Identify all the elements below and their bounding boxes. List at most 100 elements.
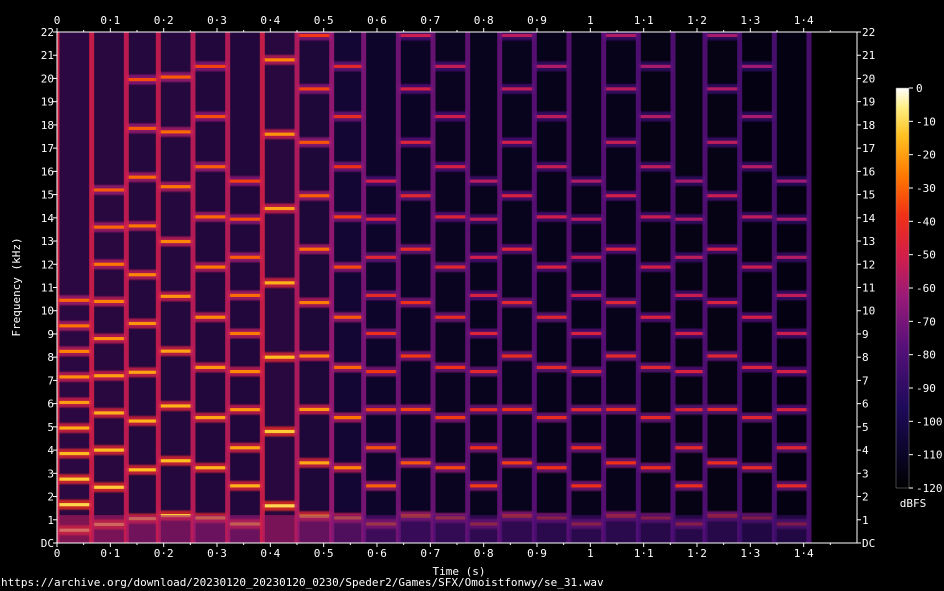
- low-energy: [638, 515, 673, 543]
- harmonic-band: [739, 365, 775, 370]
- harmonic-band: [638, 415, 673, 420]
- harmonic-band: [398, 247, 433, 251]
- harmonic-band: [774, 293, 809, 297]
- harmonic-band: [158, 459, 193, 463]
- harmonic-band: [603, 140, 639, 144]
- harmonic-band: [57, 426, 92, 430]
- harmonic-band: [193, 466, 228, 470]
- low-energy: [398, 515, 433, 543]
- harmonic-band: [569, 408, 604, 412]
- harmonic-band: [467, 293, 500, 297]
- harmonic-band: [467, 179, 500, 183]
- x-tick-label: 1·4: [794, 14, 814, 27]
- low-energy: [774, 515, 809, 543]
- harmonic-band: [499, 140, 535, 144]
- y-tick-label: 12: [862, 258, 875, 271]
- harmonic-band: [398, 33, 433, 38]
- colorbar-tick-label: -50: [916, 249, 936, 262]
- transient-line: [566, 32, 572, 543]
- source-url: https://archive.org/download/20230120_20…: [1, 576, 604, 589]
- x-tick-label: 0·8: [474, 14, 494, 27]
- harmonic-band: [262, 132, 297, 136]
- low-energy: [262, 515, 297, 543]
- harmonic-band: [603, 354, 639, 358]
- y-tick-label: 13: [41, 235, 54, 248]
- harmonic-band: [499, 407, 535, 412]
- x-tick-label: 0·6: [367, 14, 387, 27]
- x-tick-label: 1·3: [740, 14, 760, 27]
- segment-haze: [126, 32, 159, 543]
- harmonic-band: [158, 130, 193, 134]
- transient-line: [531, 32, 537, 543]
- colorbar-label: dBFS: [900, 497, 927, 510]
- low-energy: [158, 515, 193, 543]
- low-energy: [534, 515, 569, 543]
- harmonic-band: [91, 485, 127, 489]
- harmonic-band: [569, 293, 604, 297]
- harmonic-band: [331, 114, 364, 119]
- harmonic-band: [433, 215, 468, 219]
- colorbar-tick-label: 0: [916, 82, 923, 95]
- harmonic-band: [193, 165, 228, 169]
- x-tick-label: 1·1: [634, 547, 654, 560]
- y-tick-label: 1: [862, 514, 869, 527]
- harmonic-band: [158, 185, 193, 189]
- low-energy: [569, 515, 604, 543]
- harmonic-band: [398, 300, 433, 305]
- transient-line: [294, 32, 300, 543]
- harmonic-band: [126, 175, 159, 179]
- harmonic-band: [126, 273, 159, 277]
- harmonic-band: [158, 75, 193, 79]
- harmonic-band: [331, 315, 364, 319]
- harmonic-band: [638, 466, 673, 470]
- harmonic-band: [262, 355, 297, 359]
- harmonic-band: [91, 262, 127, 266]
- x-tick-label: 1·3: [740, 547, 760, 560]
- harmonic-band: [673, 331, 705, 336]
- harmonic-band: [467, 217, 500, 221]
- transient-line: [806, 32, 812, 543]
- harmonic-band: [193, 415, 228, 420]
- harmonic-band: [398, 407, 433, 412]
- segment-haze: [158, 32, 193, 543]
- harmonic-band: [331, 415, 364, 420]
- harmonic-band: [227, 217, 263, 221]
- harmonic-band: [227, 408, 263, 412]
- x-tick-label: 0·3: [207, 547, 227, 560]
- harmonic-band: [297, 354, 332, 358]
- harmonic-band: [57, 477, 92, 481]
- harmonic-band: [331, 365, 364, 370]
- harmonic-band: [398, 87, 433, 91]
- low-energy: [57, 515, 92, 543]
- y-tick-label: 2: [862, 491, 869, 504]
- harmonic-band: [534, 64, 569, 68]
- harmonic-band: [534, 265, 569, 269]
- harmonic-band: [91, 448, 127, 452]
- harmonic-band: [126, 78, 159, 82]
- harmonic-band: [57, 375, 92, 379]
- y-tick-label: 15: [41, 189, 54, 202]
- harmonic-band: [569, 255, 604, 259]
- harmonic-band: [499, 247, 535, 251]
- x-tick-label: 0·1: [100, 14, 120, 27]
- harmonic-band: [774, 217, 809, 221]
- x-tick-label: 0: [54, 14, 61, 27]
- harmonic-band: [126, 126, 159, 130]
- harmonic-band: [126, 468, 159, 472]
- segment-haze: [398, 32, 433, 543]
- y-tick-label: 12: [41, 258, 54, 271]
- harmonic-band: [297, 461, 332, 465]
- harmonic-band: [673, 369, 705, 374]
- harmonic-band: [774, 179, 809, 183]
- harmonic-band: [363, 255, 399, 259]
- harmonic-band: [433, 415, 468, 420]
- harmonic-band: [91, 188, 127, 192]
- harmonic-band: [774, 408, 809, 412]
- harmonic-band: [673, 408, 705, 412]
- segment-haze: [603, 32, 639, 543]
- harmonic-band: [774, 255, 809, 259]
- transient-line: [57, 32, 60, 543]
- transient-line: [737, 32, 743, 543]
- segment-haze: [705, 32, 740, 543]
